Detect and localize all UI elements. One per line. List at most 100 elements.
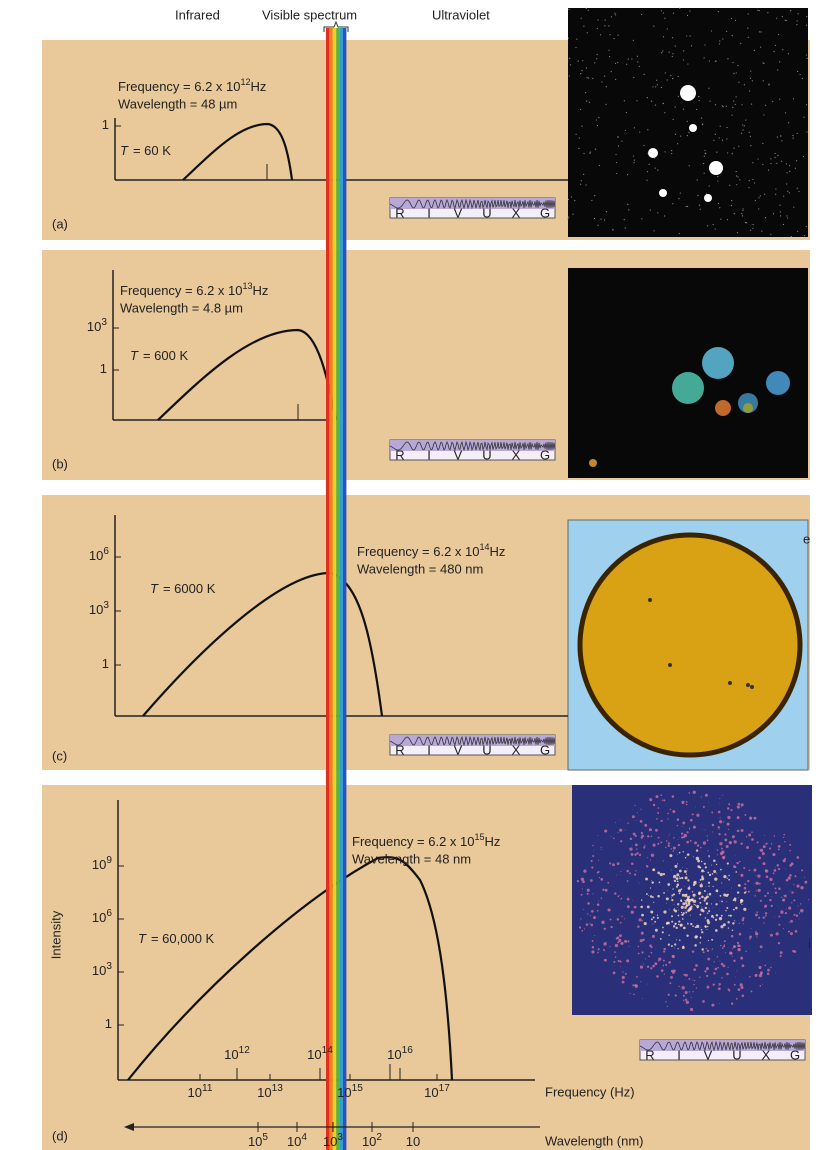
wavelength-label: Wavelength = 480 nm: [357, 561, 483, 576]
star: [689, 991, 690, 992]
star: [680, 136, 681, 137]
frequency-exp: 15: [475, 832, 485, 842]
star: [735, 104, 736, 105]
star: [732, 835, 735, 838]
tick-exp: 12: [239, 1045, 251, 1056]
star: [675, 994, 677, 996]
star: [770, 934, 773, 937]
star: [694, 944, 696, 946]
star: [726, 138, 727, 139]
star: [681, 912, 682, 913]
star: [727, 816, 730, 819]
star: [803, 117, 804, 118]
star: [636, 820, 637, 821]
star: [627, 905, 630, 908]
star: [618, 939, 621, 942]
strip-letter: V: [454, 205, 463, 220]
star: [587, 902, 590, 905]
star: [681, 877, 683, 879]
star: [655, 929, 658, 932]
star: [621, 140, 622, 141]
star: [579, 137, 580, 138]
star: [700, 879, 702, 881]
star: [627, 204, 628, 205]
star: [730, 915, 732, 917]
star: [800, 903, 801, 904]
star: [591, 950, 594, 953]
star: [621, 820, 622, 821]
star: [617, 34, 618, 35]
star: [734, 213, 735, 214]
star: [639, 918, 642, 921]
star: [673, 13, 674, 14]
star: [687, 831, 689, 833]
star: [754, 883, 755, 884]
star: [786, 908, 787, 909]
star: [681, 900, 683, 902]
star: [742, 917, 744, 919]
star: [718, 11, 719, 12]
star: [740, 43, 741, 44]
star: [592, 940, 594, 942]
star: [704, 44, 705, 45]
star: [660, 938, 662, 940]
star: [782, 49, 783, 50]
star: [694, 980, 695, 981]
star: [718, 811, 721, 814]
star: [677, 907, 678, 908]
star: [723, 875, 726, 878]
tick-base: 10: [257, 1085, 271, 1100]
star: [639, 854, 641, 856]
star: [587, 32, 588, 33]
star: [720, 219, 721, 220]
star: [597, 835, 598, 836]
star: [669, 854, 672, 857]
star: [678, 839, 679, 840]
star: [672, 203, 673, 204]
star: [793, 138, 794, 139]
star: [735, 856, 736, 857]
star: [687, 15, 688, 16]
star: [686, 899, 688, 901]
star: [687, 121, 688, 122]
star: [637, 61, 638, 62]
star: [628, 209, 629, 210]
star: [736, 175, 737, 176]
tick-base: 10: [323, 1134, 337, 1149]
star: [704, 173, 705, 174]
x-axis-title: Frequency (Hz): [545, 1084, 635, 1099]
star: [624, 219, 625, 220]
star: [776, 18, 777, 19]
star: [617, 936, 620, 939]
star: [750, 70, 751, 71]
star: [742, 210, 743, 211]
star: [754, 182, 755, 183]
star: [680, 925, 682, 927]
star: [688, 887, 691, 890]
star: [583, 870, 586, 873]
star: [749, 976, 751, 978]
star: [769, 847, 771, 849]
star: [699, 100, 700, 101]
star: [789, 850, 790, 851]
star: [706, 948, 707, 949]
strip-letter: V: [454, 447, 463, 462]
star: [732, 922, 734, 924]
star: [671, 915, 673, 917]
star: [683, 836, 685, 838]
star: [803, 156, 804, 157]
star: [703, 806, 705, 808]
star: [661, 969, 664, 972]
star: [645, 958, 646, 959]
star: [594, 62, 595, 63]
star: [605, 104, 606, 105]
star: [681, 906, 684, 909]
star: [704, 150, 705, 151]
star: [620, 915, 621, 916]
star: [615, 79, 616, 80]
star: [620, 966, 621, 967]
star: [669, 834, 670, 835]
star: [690, 840, 692, 842]
star: [737, 176, 738, 177]
star: [721, 848, 723, 850]
